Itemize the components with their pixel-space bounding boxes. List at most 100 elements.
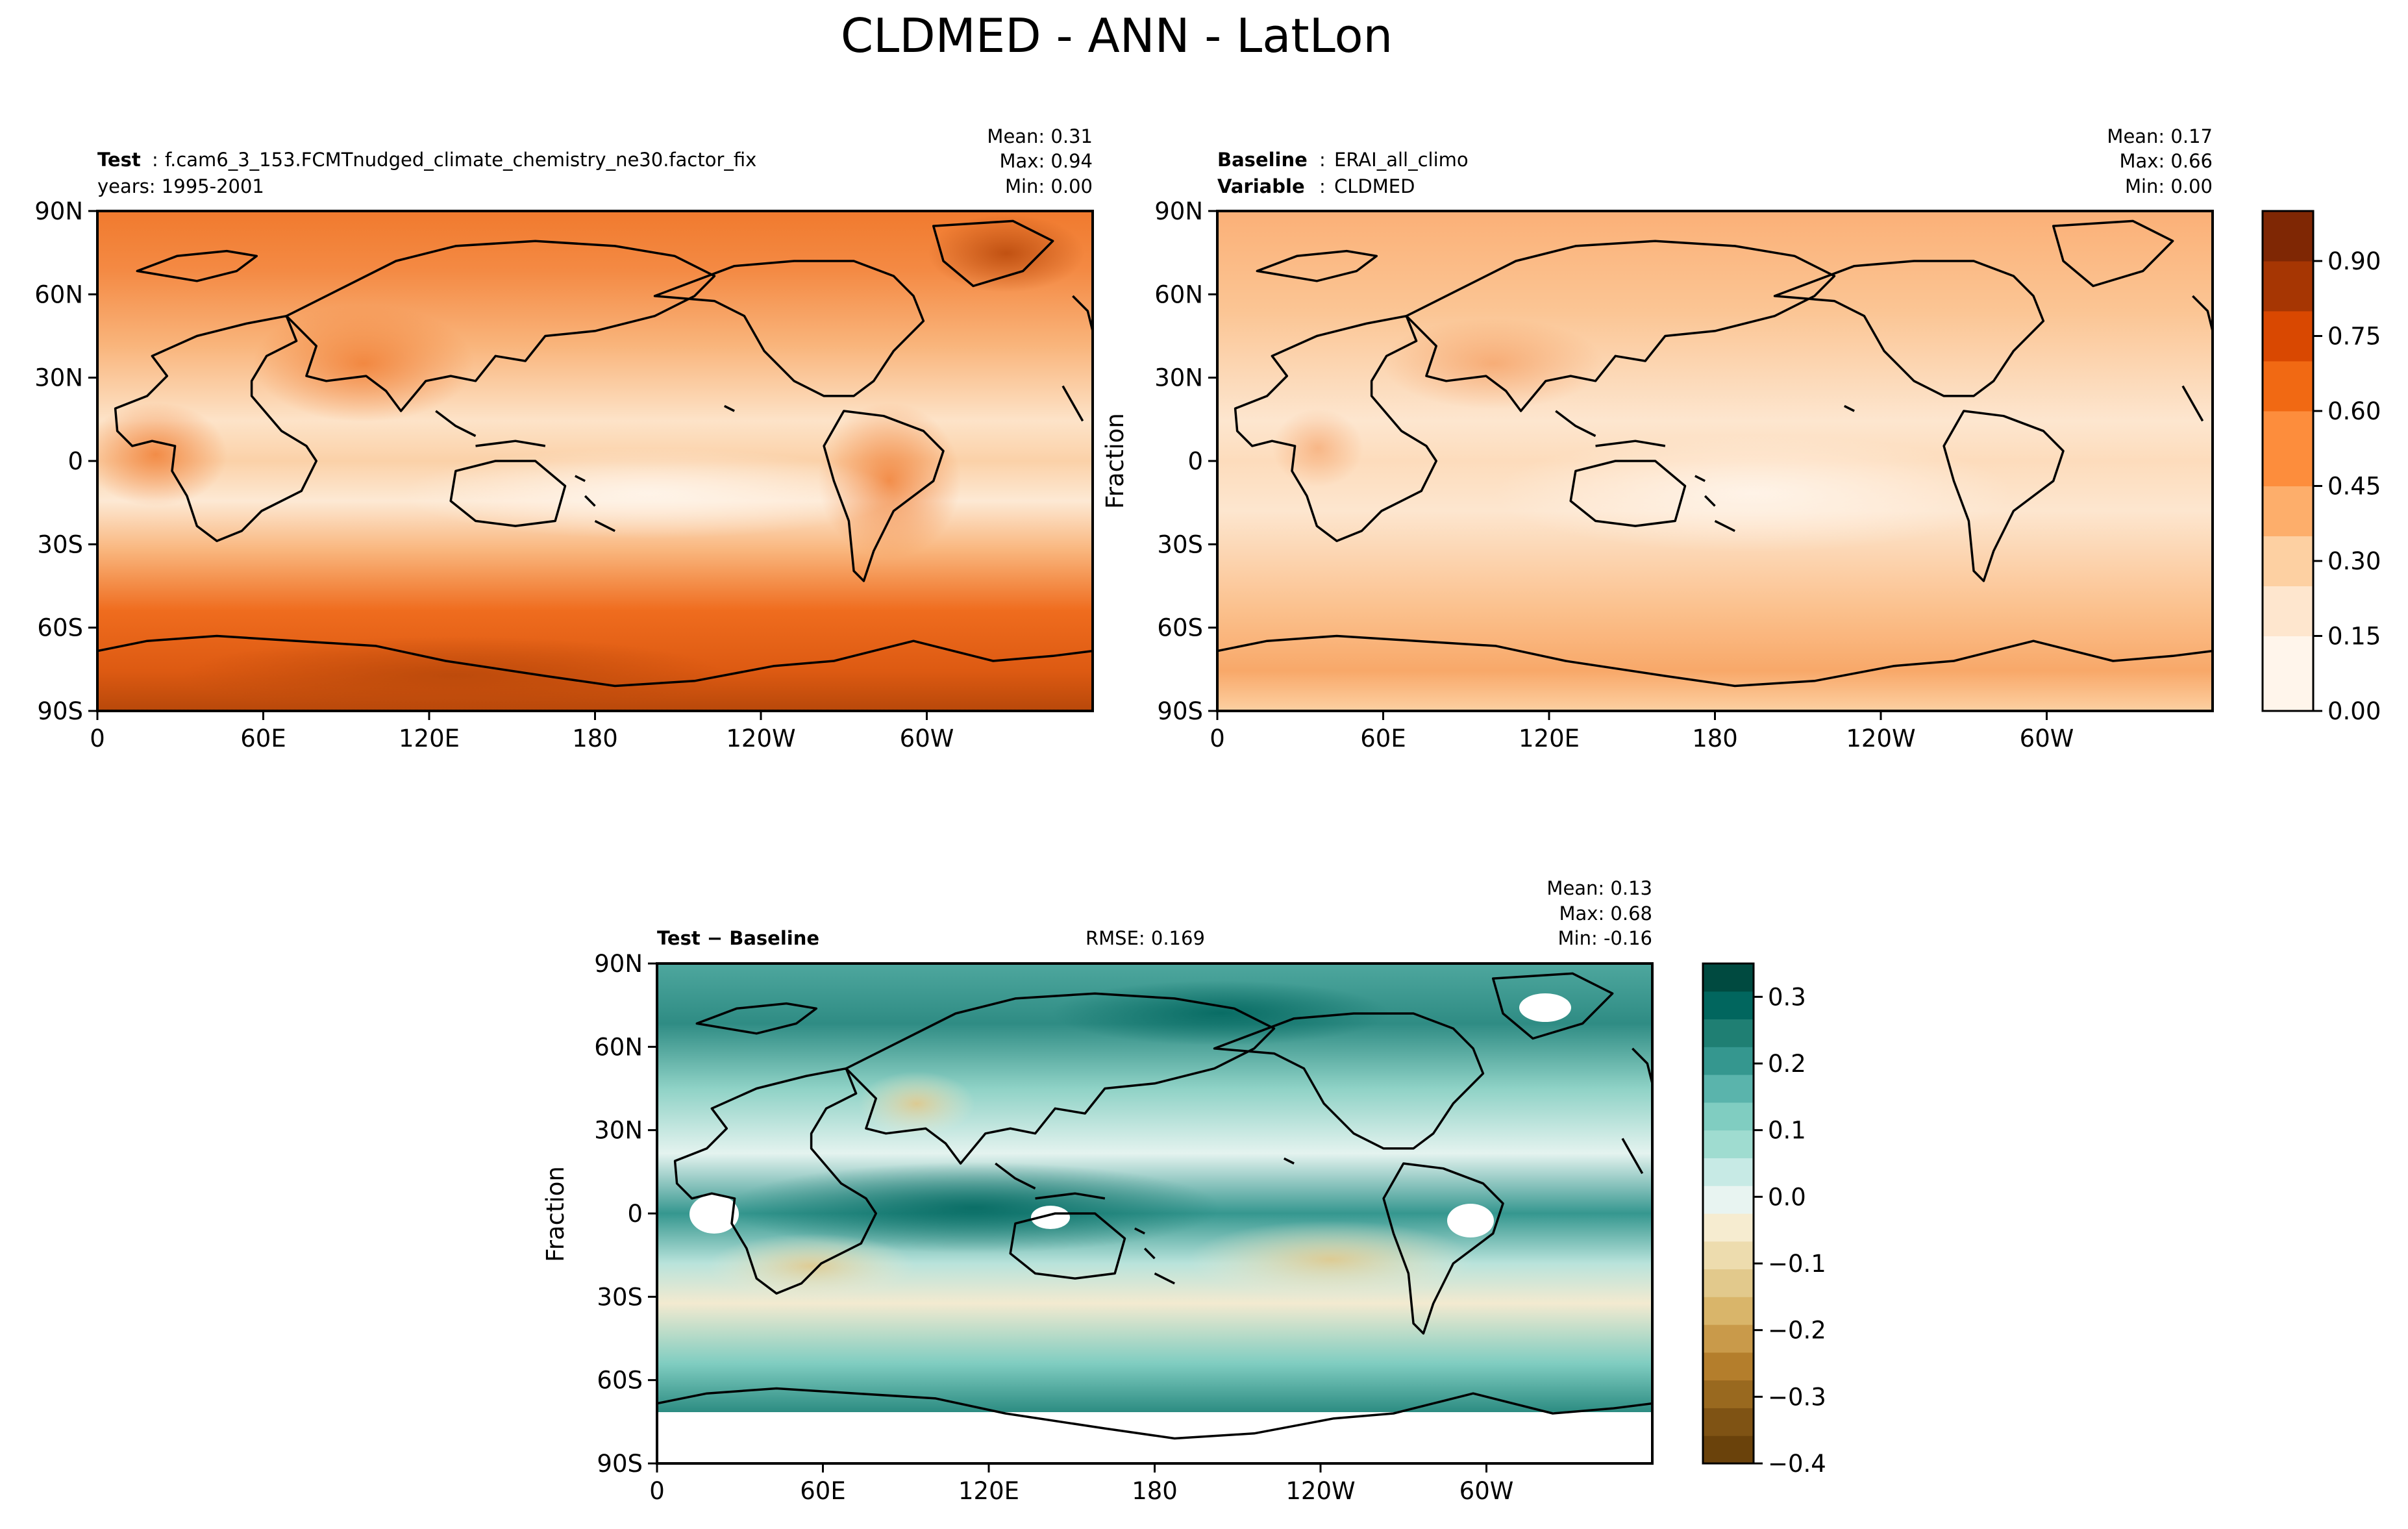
test-lead-label: Test (97, 149, 141, 171)
colorbar-segment (1703, 1352, 1754, 1381)
difference-max: Max: 0.68 (1559, 902, 1652, 925)
y-tick-label: 30N (594, 1117, 643, 1145)
difference-ylabel: Fraction (541, 1166, 569, 1262)
x-tick-label: 120E (399, 725, 460, 752)
colorbar-segment (2263, 686, 2313, 712)
x-tick-label: 120W (1846, 725, 1915, 752)
test-years: years: 1995-2001 (97, 175, 264, 197)
panel-test: 0 60E 120E 180 120W 60W 90N 60N 30N 0 30S 60S 90S Te… (34, 125, 1094, 752)
baseline-variable-colon: : (1319, 175, 1326, 197)
test-mean: Mean: 0.31 (987, 125, 1093, 147)
colorbar-segment (2263, 336, 2313, 362)
y-tick-label: 30N (34, 364, 83, 392)
colorbar-brbg: 0.3 0.2 0.1 0.0 −0.1 −0.2 −0.3 −0.4 (1702, 962, 1826, 1478)
colorbar-segment (1703, 1269, 1754, 1297)
y-tick-label: 90N (1154, 197, 1203, 225)
x-tick-label: 60W (900, 725, 954, 752)
colorbar-tick-label: 0.90 (2327, 247, 2381, 275)
colorbar-segment (2263, 211, 2313, 236)
y-tick-label: 60N (1154, 280, 1203, 308)
y-tick-label: 60N (34, 280, 83, 308)
test-ticks: 0 60E 120E 180 120W 60W 90N 60N 30N 0 30S 60S 90S (34, 197, 954, 752)
x-tick-label: 120W (1285, 1477, 1355, 1505)
x-tick-label: 60W (2020, 725, 2074, 752)
y-tick-label: 30S (1157, 530, 1203, 558)
x-tick-label: 60E (240, 725, 286, 752)
y-tick-label: 0 (68, 447, 83, 475)
colorbar-oranges: 0.00 0.15 0.30 0.45 0.60 0.75 0.90 (2261, 210, 2381, 725)
colorbar-segment (1703, 1102, 1754, 1131)
y-tick-label: 60S (1157, 614, 1203, 642)
y-tick-label: 0 (1187, 447, 1203, 475)
difference-lead-label: Test − Baseline (657, 927, 819, 949)
colorbar-segment (1703, 1297, 1754, 1325)
colorbar-segment (1703, 991, 1754, 1020)
colorbar-segment (1703, 1158, 1754, 1186)
x-tick-label: 0 (649, 1477, 665, 1505)
colorbar-tick-label: 0.15 (2327, 623, 2381, 651)
colorbar-segment (2263, 586, 2313, 612)
colorbar-segment (2263, 561, 2313, 586)
x-tick-label: 120W (726, 725, 795, 752)
colorbar-segment (2263, 536, 2313, 562)
colorbar-segment (2263, 311, 2313, 336)
x-tick-label: 180 (1132, 1477, 1178, 1505)
colorbar-segment (2263, 511, 2313, 536)
x-tick-label: 0 (1210, 725, 1225, 752)
colorbar-segment (1703, 1213, 1754, 1242)
x-tick-label: 60W (1459, 1477, 1514, 1505)
x-tick-label: 180 (572, 725, 618, 752)
baseline-lead-value: ERAI_all_climo (1334, 149, 1469, 171)
baseline-ticks: 0 60E 120E 180 120W 60W 90N 60N 30N 0 30S 60S 90S (1154, 197, 2074, 752)
panel-baseline: 0 60E 120E 180 120W 60W 90N 60N 30N 0 30S 60S 90S Fr… (1101, 125, 2214, 752)
colorbar-segment (2263, 286, 2313, 312)
colorbar-tick-label: 0.3 (1768, 983, 1806, 1011)
baseline-lead-colon: : (1319, 149, 1326, 171)
test-min: Min: 0.00 (1005, 175, 1093, 197)
difference-ticks: 0 60E 120E 180 120W 60W 90N 60N 30N 0 30S 60S 90S (594, 950, 1513, 1505)
colorbar-segment (1703, 963, 1754, 992)
colorbar-tick-label: 0.1 (1768, 1117, 1806, 1145)
y-tick-label: 90S (37, 697, 83, 725)
difference-rmse: RMSE: 0.169 (1086, 927, 1205, 949)
figure-title: CLDMED - ANN - LatLon (841, 8, 1393, 63)
y-tick-label: 90N (594, 950, 643, 978)
colorbar-tick-label: 0.00 (2327, 697, 2381, 725)
colorbar-tick-label: −0.3 (1768, 1383, 1826, 1411)
colorbar-segment (2263, 636, 2313, 662)
colorbar-tick-label: −0.2 (1768, 1317, 1826, 1345)
x-tick-label: 60E (800, 1477, 845, 1505)
colorbar-segment (2263, 261, 2313, 286)
colorbar-segment (2263, 236, 2313, 262)
colorbar-tick-label: 0.0 (1768, 1183, 1806, 1211)
colorbar-segment (1703, 1075, 1754, 1103)
colorbar-tick-label: −0.1 (1768, 1250, 1826, 1278)
colorbar-tick-label: 0.45 (2327, 473, 2381, 501)
colorbar-segment (1703, 1241, 1754, 1270)
x-tick-label: 120E (1519, 725, 1580, 752)
colorbar-segment (1703, 1186, 1754, 1214)
x-tick-label: 120E (958, 1477, 1019, 1505)
baseline-ylabel: Fraction (1101, 413, 1129, 509)
y-tick-label: 60S (597, 1367, 643, 1395)
colorbar-tick-label: 0.60 (2327, 397, 2381, 425)
colorbar-segment (2263, 361, 2313, 386)
y-tick-label: 30S (597, 1283, 643, 1311)
test-lead-colon: : (152, 149, 158, 171)
y-tick-label: 0 (627, 1200, 643, 1228)
colorbar-segment (1703, 1324, 1754, 1353)
baseline-mean: Mean: 0.17 (2107, 125, 2213, 147)
colorbar-tick-label: −0.4 (1768, 1450, 1826, 1478)
colorbar-segment (1703, 1408, 1754, 1436)
baseline-max: Max: 0.66 (2119, 150, 2213, 172)
colorbar-segment (1703, 1019, 1754, 1047)
panel-difference: 0 60E 120E 180 120W 60W 90N 60N 30N 0 30S 60S 90S Fr… (541, 877, 1654, 1505)
baseline-variable-label: Variable (1217, 175, 1305, 197)
difference-mean: Mean: 0.13 (1546, 877, 1652, 899)
colorbar-segment (2263, 411, 2313, 436)
baseline-min: Min: 0.00 (2125, 175, 2213, 197)
colorbar-segment (1703, 1436, 1754, 1464)
y-tick-label: 90S (1157, 697, 1203, 725)
colorbar-segment (1703, 1130, 1754, 1158)
